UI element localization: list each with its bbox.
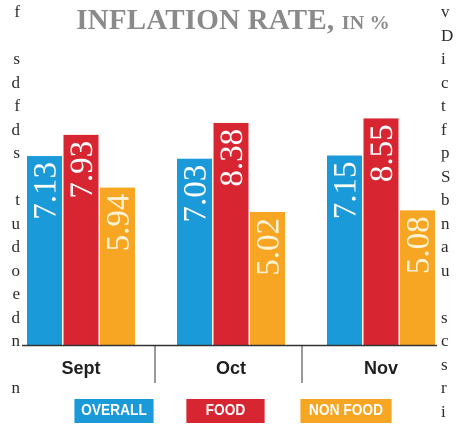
legend-non-food: NON FOOD <box>300 399 392 423</box>
x-tick-label-oct: Oct <box>216 358 246 378</box>
right-text-line: S <box>441 166 451 186</box>
legend-food: FOOD <box>186 399 265 423</box>
data-label-overall-sept: 7.13 <box>28 162 64 220</box>
left-text-line: t <box>15 190 20 209</box>
right-text-line: v <box>441 2 450 21</box>
right-text-line: s <box>441 307 448 327</box>
left-text-line: d <box>11 72 21 92</box>
right-text-line: a <box>441 237 449 256</box>
bar-overall-nov <box>327 155 362 345</box>
bar-non_food-sept <box>100 187 135 345</box>
right-text-line: c <box>441 72 449 92</box>
data-label-food-sept: 7.93 <box>64 141 100 199</box>
right-text-line: u <box>441 260 450 280</box>
data-label-overall-nov: 7.15 <box>328 162 364 220</box>
data-label-food-oct: 8.38 <box>214 129 250 187</box>
left-text-line: d <box>11 307 21 327</box>
data-label-non_food-oct: 5.02 <box>251 218 287 276</box>
data-label-overall-oct: 7.03 <box>178 165 214 223</box>
bar-food-sept <box>63 134 99 345</box>
bar-non_food-nov <box>400 210 435 345</box>
right-text-line: t <box>441 96 446 115</box>
bar-overall-sept <box>27 156 62 345</box>
bar-food-oct <box>213 122 249 346</box>
x-tick-label-sept: Sept <box>61 358 100 378</box>
left-text-line: n <box>11 378 21 397</box>
right-text-line: i <box>441 401 446 421</box>
left-text-line: u <box>11 213 21 233</box>
left-text-line: e <box>12 284 20 303</box>
chart-title-main: INFLATION RATE, <box>76 4 335 36</box>
bar-non_food-oct <box>250 211 285 345</box>
left-text-line: o <box>11 260 21 280</box>
left-text-line: d <box>11 237 21 256</box>
bar-food-nov <box>363 118 399 345</box>
x-tick-label-nov: Nov <box>364 358 398 378</box>
right-text-line: n <box>441 213 450 233</box>
bar-overall-oct <box>177 158 212 345</box>
data-label-non_food-sept: 5.94 <box>101 194 137 252</box>
left-text-line: s <box>13 143 20 162</box>
right-text-line: r <box>441 378 447 397</box>
right-text-line: D <box>441 25 454 45</box>
left-text-line: s <box>13 49 20 68</box>
data-label-food-nov: 8.55 <box>364 124 400 182</box>
chart-title: INFLATION RATE, IN % <box>28 4 438 37</box>
right-text-line: b <box>441 190 450 209</box>
right-text-line: p <box>441 143 450 162</box>
left-text-line: f <box>14 2 20 21</box>
legend-overall: OVERALL <box>74 399 154 423</box>
right-text-line: s <box>441 354 448 374</box>
left-text-line: d <box>11 119 21 139</box>
right-text-line: c <box>441 331 449 350</box>
data-label-non_food-nov: 5.08 <box>401 216 437 274</box>
right-text-line: i <box>441 49 446 68</box>
left-text-line: n <box>11 331 21 350</box>
right-text-line: f <box>441 119 447 139</box>
chart-title-unit: IN % <box>341 12 390 34</box>
left-text-line: f <box>14 96 20 115</box>
